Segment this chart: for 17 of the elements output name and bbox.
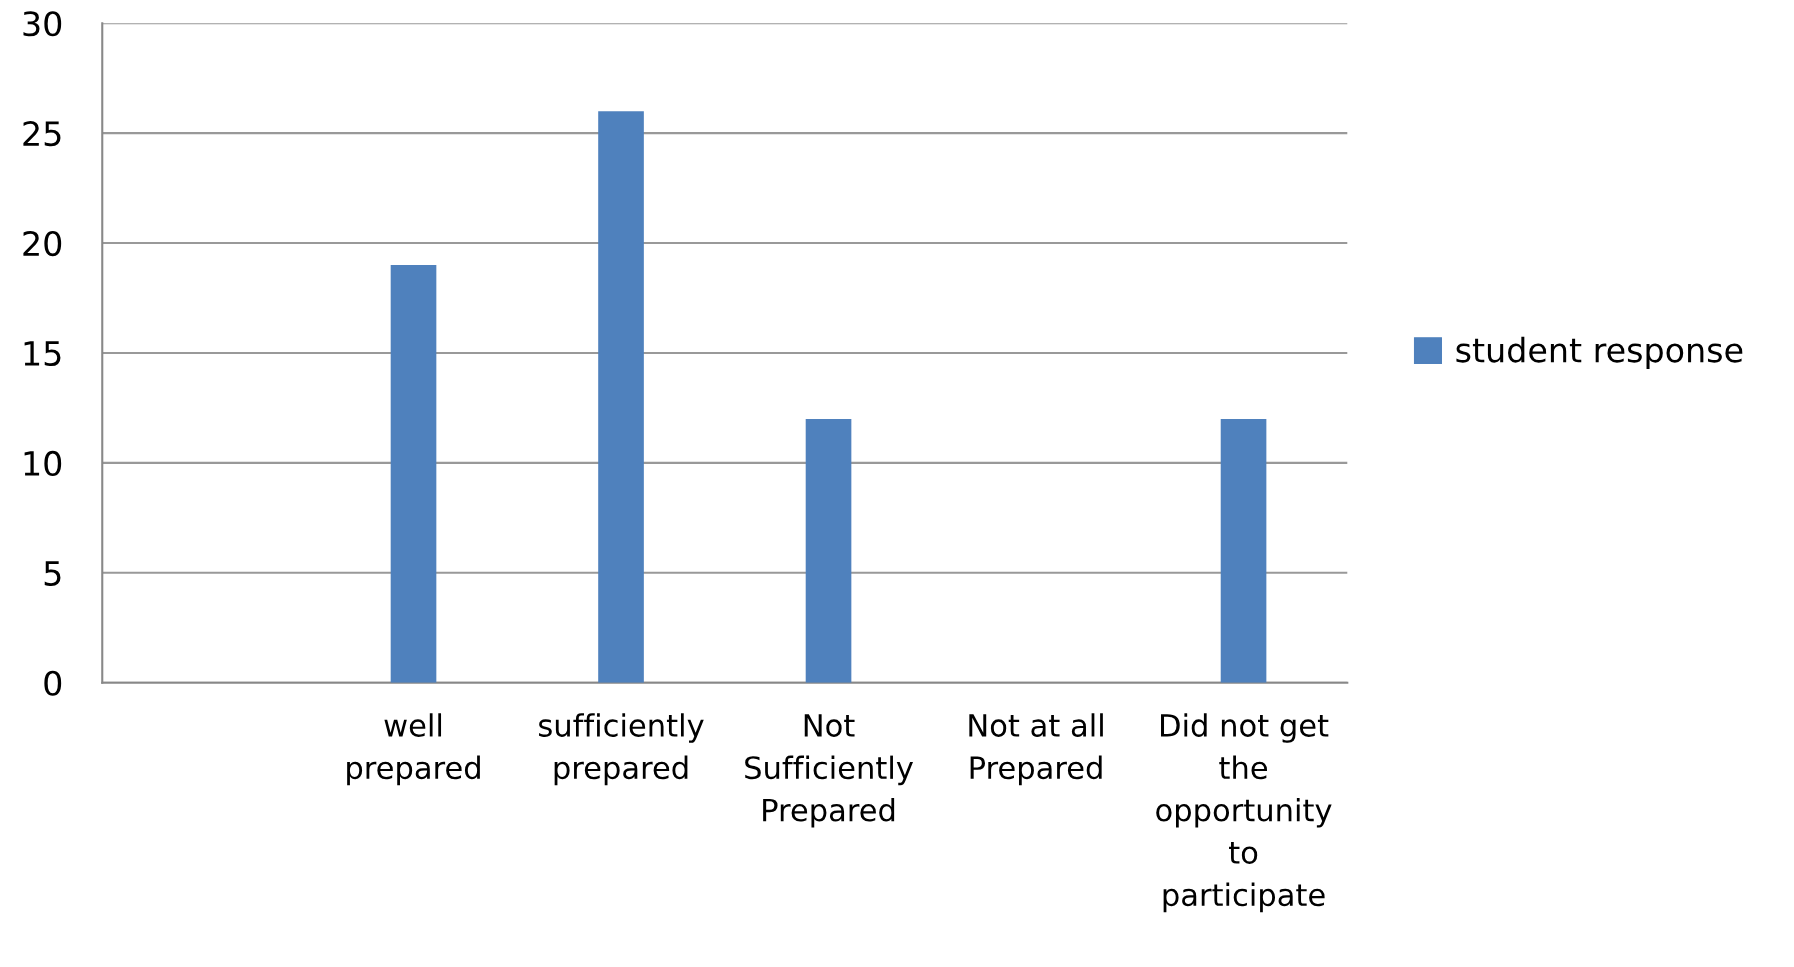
y-tick-label: 15 xyxy=(24,341,61,367)
bar xyxy=(1220,418,1267,683)
legend-label: student response xyxy=(1456,336,1743,370)
x-tick-label: Did not get the opportunity to participate xyxy=(1156,713,1332,913)
y-tick-label: 10 xyxy=(24,450,62,477)
y-tick-label: 5 xyxy=(44,561,61,586)
bar xyxy=(598,111,644,683)
x-tick-label: Not Sufficiently Prepared xyxy=(745,714,913,828)
y-tick-label: 20 xyxy=(23,230,62,257)
x-tick-label: sufficiently prepared xyxy=(539,713,704,786)
x-tick-label: Not at all Prepared xyxy=(969,713,1103,786)
y-tick-label: 0 xyxy=(44,670,62,696)
bar xyxy=(390,265,437,683)
y-tick-label: 25 xyxy=(23,121,61,147)
bar xyxy=(805,418,852,683)
x-tick-label: well prepared xyxy=(347,713,480,786)
y-tick-label: 30 xyxy=(23,11,62,37)
